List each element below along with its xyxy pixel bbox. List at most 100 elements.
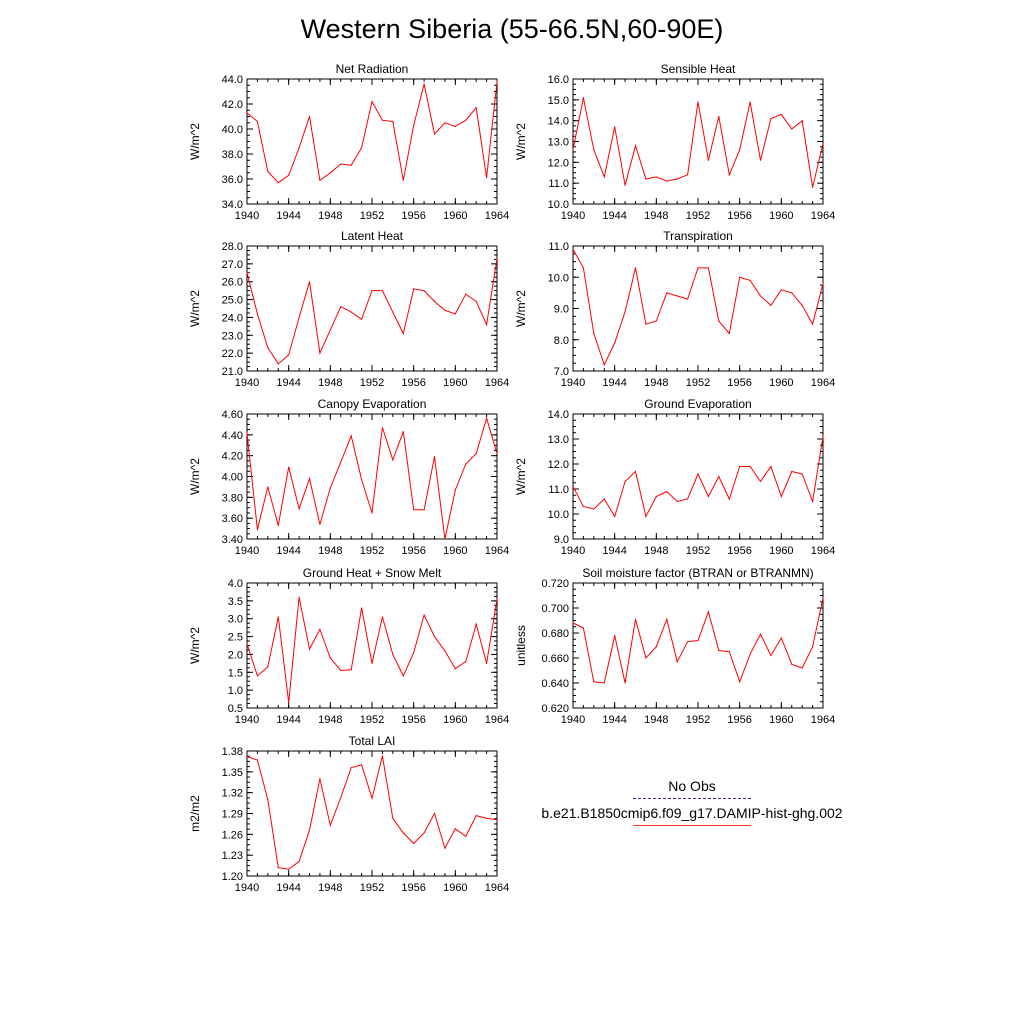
data-point xyxy=(475,300,477,302)
data-point xyxy=(780,113,782,116)
data-point xyxy=(811,323,814,325)
y-tick-label: 2.5 xyxy=(228,632,243,644)
data-point xyxy=(319,179,321,181)
legend-obs-label: No Obs xyxy=(668,778,716,794)
data-point xyxy=(319,523,321,526)
data-point xyxy=(475,452,477,455)
data-point xyxy=(634,267,637,269)
y-tick-label: 10.0 xyxy=(548,272,569,284)
series-line-0 xyxy=(246,81,498,184)
data-point xyxy=(496,257,498,260)
data-point xyxy=(485,662,488,664)
data-point xyxy=(308,829,311,831)
y-axis-label: W/m^2 xyxy=(188,123,202,160)
y-tick-label: 13.0 xyxy=(548,434,569,446)
data-point xyxy=(308,648,311,650)
x-tick-label: 1964 xyxy=(811,714,835,726)
data-point xyxy=(666,292,668,294)
data-point xyxy=(465,119,467,121)
data-point xyxy=(624,311,626,313)
data-point xyxy=(801,473,803,475)
x-tick-label: 1940 xyxy=(561,377,585,389)
x-tick-label: 1964 xyxy=(485,377,509,389)
data-point xyxy=(454,668,456,670)
data-point xyxy=(413,652,415,654)
data-point xyxy=(718,115,720,118)
x-tick-label: 1940 xyxy=(235,882,259,894)
y-tick-label: 14.0 xyxy=(548,116,569,128)
data-point xyxy=(666,618,668,620)
data-point xyxy=(666,180,668,182)
y-tick-label: 23.0 xyxy=(222,330,243,342)
y-tick-label: 40.0 xyxy=(222,124,243,136)
data-point xyxy=(791,292,793,294)
data-point xyxy=(686,498,689,500)
data-point xyxy=(350,164,352,166)
x-tick-label: 1956 xyxy=(401,377,425,389)
y-tick-label: 1.35 xyxy=(222,767,243,779)
data-point xyxy=(697,101,699,103)
data-point xyxy=(308,281,311,283)
x-tick-label: 1948 xyxy=(318,210,342,222)
data-point xyxy=(645,178,647,180)
data-point xyxy=(634,618,637,620)
x-tick-label: 1960 xyxy=(443,545,467,557)
data-point xyxy=(423,509,425,511)
y-axis-label: W/m^2 xyxy=(514,290,528,327)
panel-title: Sensible Heat xyxy=(661,62,736,76)
data-point xyxy=(614,342,616,344)
x-tick-label: 1948 xyxy=(318,545,342,557)
y-axis-label: W/m^2 xyxy=(188,627,202,664)
data-point xyxy=(329,172,331,174)
x-tick-label: 1944 xyxy=(602,545,626,557)
data-point xyxy=(485,817,488,819)
data-point xyxy=(392,653,394,656)
data-point xyxy=(308,115,311,118)
data-point xyxy=(822,142,824,145)
y-tick-label: 1.20 xyxy=(222,871,243,883)
panel-1: 1940 1944 1948 1952 1956 1960 1964 10.0 11.0 12.0… xyxy=(514,62,835,222)
data-point xyxy=(801,667,803,669)
data-point xyxy=(381,119,384,121)
y-tick-label: 3.60 xyxy=(222,513,243,525)
x-tick-label: 1960 xyxy=(443,714,467,726)
data-point xyxy=(340,163,342,165)
x-tick-label: 1940 xyxy=(561,210,585,222)
x-tick-label: 1940 xyxy=(235,377,259,389)
y-tick-label: 44.0 xyxy=(222,74,243,86)
x-tick-label: 1940 xyxy=(235,714,259,726)
x-tick-label: 1940 xyxy=(235,545,259,557)
data-point xyxy=(392,817,394,819)
x-tick-label: 1948 xyxy=(318,377,342,389)
data-point xyxy=(298,316,300,319)
y-tick-label: 0.640 xyxy=(541,678,569,690)
data-point xyxy=(770,654,772,657)
panel-0: 1940 1944 1948 1952 1956 1960 1964 34.0 36.0 38.0… xyxy=(188,62,509,222)
series-line-0 xyxy=(572,97,824,188)
y-tick-label: 4.40 xyxy=(222,430,243,442)
data-point xyxy=(350,435,352,437)
y-tick-label: 1.0 xyxy=(228,685,243,697)
data-point xyxy=(686,174,689,176)
data-point xyxy=(288,702,290,704)
data-point xyxy=(496,598,498,600)
x-tick-label: 1944 xyxy=(602,210,626,222)
panel-title: Total LAI xyxy=(349,734,396,748)
data-point xyxy=(444,309,446,311)
x-tick-label: 1960 xyxy=(443,377,467,389)
panel-title: Transpiration xyxy=(663,229,733,243)
data-point xyxy=(655,495,657,498)
panel-6: 1940 1944 1948 1952 1956 1960 1964 0.5 1.0 1.5 2.0… xyxy=(188,566,509,726)
data-point xyxy=(624,184,626,186)
panel-title: Soil moisture factor (BTRAN or BTRANMN) xyxy=(582,566,813,580)
y-tick-label: 11.0 xyxy=(548,178,569,190)
data-point xyxy=(329,657,331,659)
y-tick-label: 1.29 xyxy=(222,809,243,821)
data-point xyxy=(707,159,710,161)
plot-frame xyxy=(246,78,498,205)
x-tick-label: 1940 xyxy=(561,714,585,726)
data-point xyxy=(298,508,300,510)
y-axis-label: unitless xyxy=(514,625,528,666)
data-point xyxy=(246,755,248,758)
data-point xyxy=(298,147,300,149)
